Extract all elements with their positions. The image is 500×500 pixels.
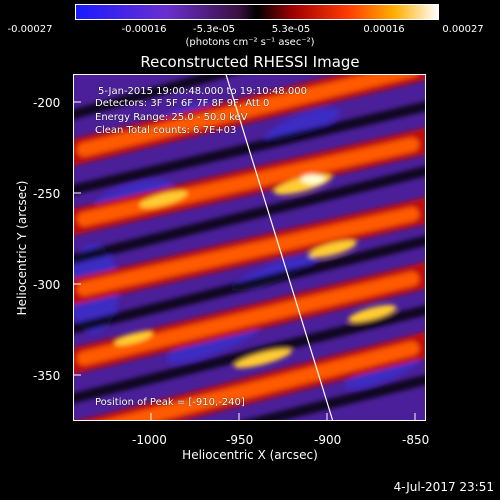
rhessi-image bbox=[73, 74, 426, 421]
peak-position-annotation: Position of Peak = [-910,-240] bbox=[95, 397, 245, 408]
x-tick-label: -850 bbox=[402, 433, 430, 447]
y-axis-label: Heliocentric Y (arcsec) bbox=[15, 180, 29, 316]
x-axis-label: Heliocentric X (arcsec) bbox=[182, 448, 318, 462]
colorbar-tick-label: 5.3e-05 bbox=[271, 24, 311, 35]
colorbar-unit: (photons cm⁻² s⁻¹ asec⁻²) bbox=[185, 37, 315, 48]
colorbar-tick-label: -0.00027 bbox=[7, 24, 53, 35]
y-tick-label: -350 bbox=[33, 369, 61, 383]
colorbar-tick-label: 0.00016 bbox=[363, 24, 405, 35]
algorithm-annotation: Clean Total counts: 6.7E+03 bbox=[95, 125, 237, 136]
x-tick-label: -1000 bbox=[132, 433, 167, 447]
colorbar-tick-label: -5.3e-05 bbox=[193, 24, 235, 35]
y-tick-label: -250 bbox=[33, 187, 61, 201]
image-title: Reconstructed RHESSI Image bbox=[140, 53, 360, 71]
x-tick-label: -900 bbox=[314, 433, 342, 447]
colorbar-tick-label: -0.00016 bbox=[121, 24, 167, 35]
y-tick-label: -300 bbox=[33, 278, 61, 292]
y-tick-label: -200 bbox=[33, 96, 61, 110]
detectors-annotation: Detectors: 3F 5F 6F 7F 8F 9F, Att 0 bbox=[95, 98, 270, 109]
timestamp: 4-Jul-2017 23:51 bbox=[393, 480, 494, 494]
colorbar bbox=[75, 4, 439, 20]
energy-annotation: Energy Range: 25.0 - 50.0 keV bbox=[95, 112, 248, 123]
x-tick-label: -950 bbox=[226, 433, 254, 447]
colorbar-tick-label: 0.00027 bbox=[442, 24, 484, 35]
time-range-annotation: 5-Jan-2015 19:00:48.000 to 19:10:48.000 bbox=[98, 86, 307, 97]
